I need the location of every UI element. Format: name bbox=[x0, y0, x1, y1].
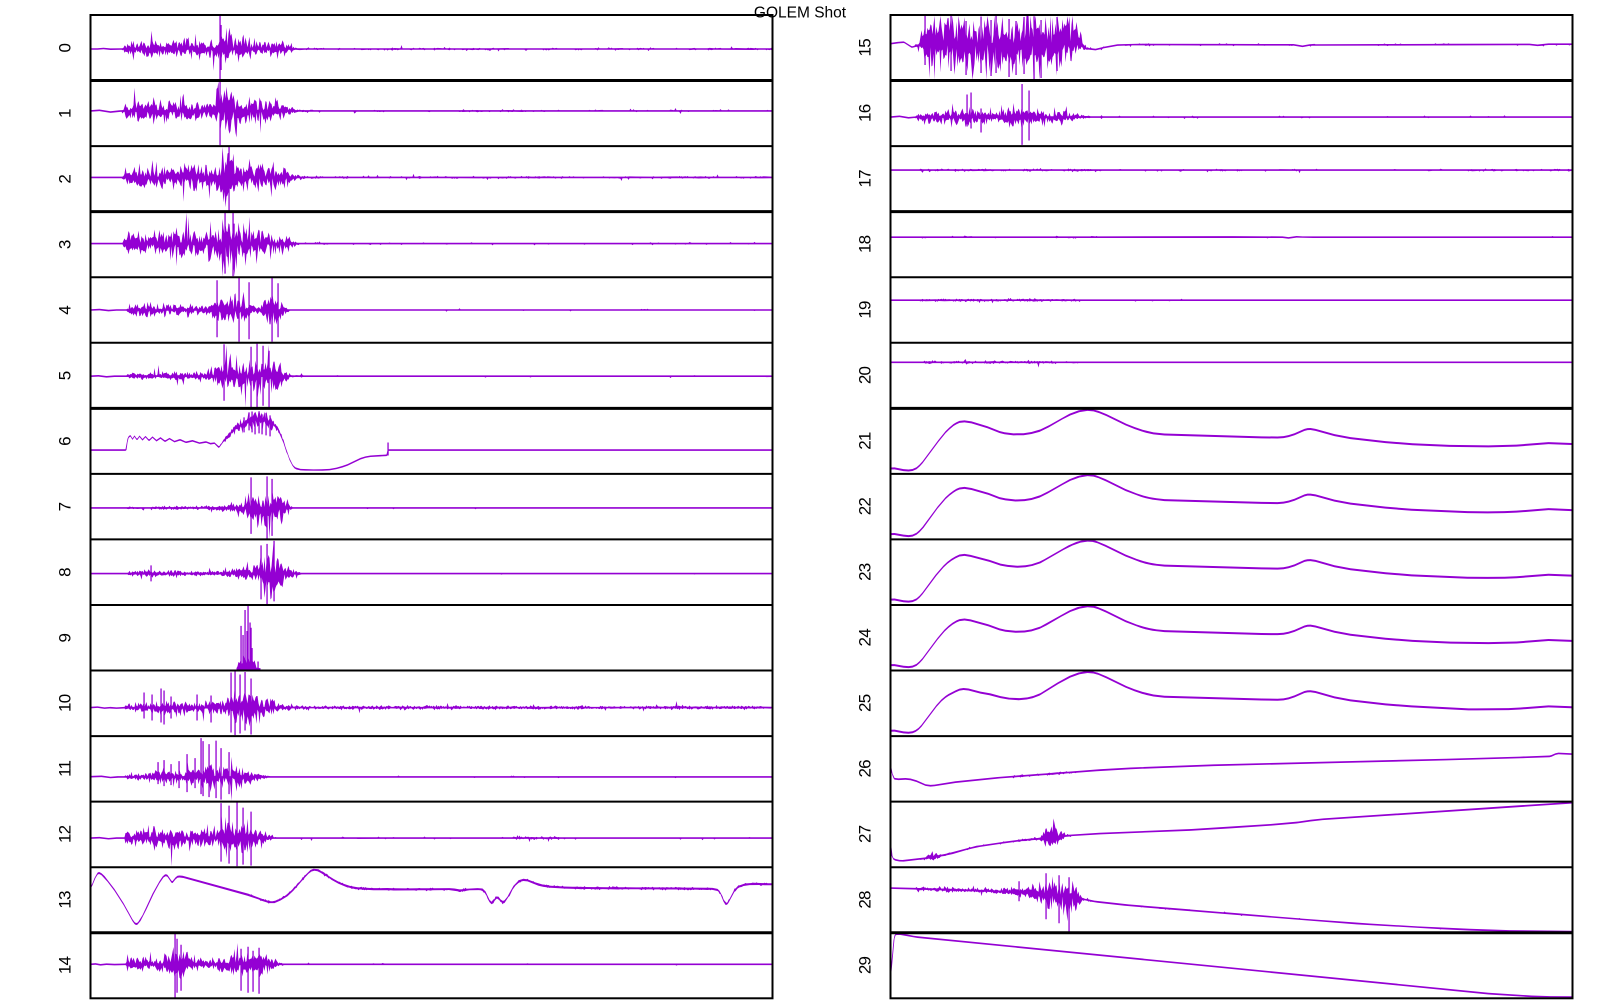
svg-text:21: 21 bbox=[855, 432, 874, 450]
svg-text:10: 10 bbox=[55, 694, 74, 712]
svg-text:3: 3 bbox=[55, 240, 74, 249]
svg-text:4: 4 bbox=[55, 305, 74, 314]
svg-text:29: 29 bbox=[855, 957, 874, 975]
svg-text:GOLEM Shot: GOLEM Shot bbox=[754, 5, 847, 22]
svg-text:13: 13 bbox=[55, 891, 74, 909]
svg-text:22: 22 bbox=[855, 498, 874, 516]
svg-text:14: 14 bbox=[55, 957, 74, 975]
svg-text:15: 15 bbox=[855, 39, 874, 57]
svg-text:11: 11 bbox=[55, 761, 74, 777]
svg-text:26: 26 bbox=[855, 760, 874, 778]
svg-text:0: 0 bbox=[55, 43, 74, 52]
svg-text:12: 12 bbox=[55, 825, 74, 843]
svg-text:24: 24 bbox=[855, 629, 874, 647]
svg-text:23: 23 bbox=[855, 563, 874, 581]
svg-text:20: 20 bbox=[855, 367, 874, 385]
svg-text:6: 6 bbox=[55, 436, 74, 445]
svg-text:9: 9 bbox=[55, 633, 74, 642]
svg-text:19: 19 bbox=[855, 301, 874, 319]
svg-text:27: 27 bbox=[855, 825, 874, 843]
svg-text:7: 7 bbox=[55, 502, 74, 511]
svg-text:18: 18 bbox=[855, 235, 874, 253]
svg-text:5: 5 bbox=[55, 371, 74, 380]
svg-text:25: 25 bbox=[855, 694, 874, 712]
svg-text:8: 8 bbox=[55, 567, 74, 576]
svg-text:17: 17 bbox=[855, 170, 874, 188]
svg-text:16: 16 bbox=[855, 104, 874, 122]
svg-text:1: 1 bbox=[55, 109, 74, 118]
svg-text:28: 28 bbox=[855, 891, 874, 909]
svg-text:2: 2 bbox=[55, 174, 74, 183]
